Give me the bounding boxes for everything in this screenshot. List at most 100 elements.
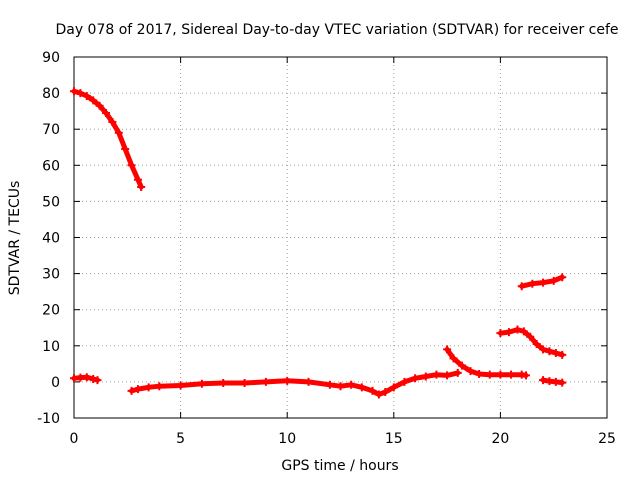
data-point: [89, 375, 98, 384]
x-tick-label: 25: [598, 431, 616, 447]
data-point: [133, 175, 142, 184]
data-point: [528, 279, 537, 288]
data-point: [532, 339, 541, 348]
series-arc-1: [70, 87, 146, 191]
data-point: [137, 182, 146, 191]
data-point: [374, 390, 383, 399]
data-point: [325, 380, 334, 389]
data-point: [336, 382, 345, 391]
data-point: [176, 381, 185, 390]
data-point: [558, 273, 567, 282]
data-point: [496, 370, 505, 379]
data-point: [443, 345, 452, 354]
tick-layer: 0 5 10 15 20 25 -10 0 10 20 30 40 50 60 70 80 90: [37, 50, 616, 447]
data-point: [507, 370, 516, 379]
data-point: [485, 370, 494, 379]
data-point: [304, 377, 313, 386]
series-arc-4: [443, 345, 530, 380]
y-tick-label: 20: [42, 303, 60, 319]
data-point: [82, 91, 91, 100]
series-arc-2: [70, 373, 102, 385]
y-tick-label: 40: [42, 231, 60, 247]
y-tick-label: 10: [42, 339, 60, 355]
data-point: [114, 128, 123, 137]
data-point: [545, 347, 554, 356]
grid-layer: [74, 57, 607, 418]
data-point: [496, 329, 505, 338]
x-tick-label: 10: [278, 431, 296, 447]
data-point: [400, 377, 409, 386]
data-point: [517, 282, 526, 291]
data-point: [144, 383, 153, 392]
data-point: [519, 327, 528, 336]
data-point: [466, 367, 475, 376]
data-point: [368, 386, 377, 395]
data-point: [549, 276, 558, 285]
series-arc-7: [539, 376, 567, 387]
data-point: [357, 383, 366, 392]
series-arc-3: [127, 368, 462, 399]
data-point: [93, 376, 102, 385]
data-point: [127, 161, 136, 170]
data-point: [453, 368, 462, 377]
data-point: [558, 378, 567, 387]
data-point: [551, 349, 560, 358]
chart-title: Day 078 of 2017, Sidereal Day-to-day VTE…: [55, 22, 618, 38]
data-point: [449, 354, 458, 363]
x-tick-label: 5: [176, 431, 185, 447]
data-point: [521, 371, 530, 380]
data-point: [133, 385, 142, 394]
data-point: [558, 350, 567, 359]
data-point: [76, 89, 85, 98]
data-point: [70, 87, 78, 96]
data-point: [504, 328, 513, 337]
data-point: [127, 386, 136, 395]
data-point: [108, 117, 117, 126]
y-axis-label: SDTVAR / TECUs: [7, 181, 23, 296]
data-point: [82, 373, 91, 382]
series-layer: [70, 87, 567, 399]
data-point: [155, 382, 164, 391]
data-point: [101, 108, 110, 117]
plot-frame: [73, 56, 608, 419]
data-point: [458, 361, 467, 370]
data-point: [389, 383, 398, 392]
y-tick-label: 70: [42, 122, 60, 138]
data-point: [197, 379, 206, 388]
y-tick-label: 80: [42, 86, 60, 102]
y-tick-label: 0: [51, 375, 60, 391]
x-tick-label: 0: [70, 431, 79, 447]
data-point: [539, 278, 548, 287]
data-point: [121, 145, 130, 154]
y-tick-label: -10: [37, 411, 60, 427]
y-tick-label: 90: [42, 50, 60, 66]
data-point: [219, 378, 228, 387]
data-point: [539, 376, 548, 385]
data-point: [526, 332, 535, 341]
series-trace: [444, 346, 529, 378]
data-point: [475, 369, 484, 378]
data-point: [283, 376, 292, 385]
data-point: [411, 374, 420, 383]
x-tick-label: 20: [491, 431, 509, 447]
series-trace: [71, 88, 144, 190]
y-tick-label: 30: [42, 267, 60, 283]
data-point: [513, 325, 522, 334]
data-point: [381, 388, 390, 397]
y-tick-label: 50: [42, 194, 60, 210]
series-arc-6: [517, 273, 567, 291]
data-point: [95, 101, 104, 110]
data-point: [443, 371, 452, 380]
data-point: [261, 377, 270, 386]
data-point: [539, 345, 548, 354]
data-point: [89, 96, 98, 105]
data-point: [347, 380, 356, 389]
data-point: [421, 372, 430, 381]
y-tick-label: 60: [42, 158, 60, 174]
x-axis-label: GPS time / hours: [281, 458, 398, 474]
data-point: [240, 378, 249, 387]
series-arc-5: [496, 325, 567, 359]
data-point: [432, 370, 441, 379]
x-tick-label: 15: [385, 431, 403, 447]
